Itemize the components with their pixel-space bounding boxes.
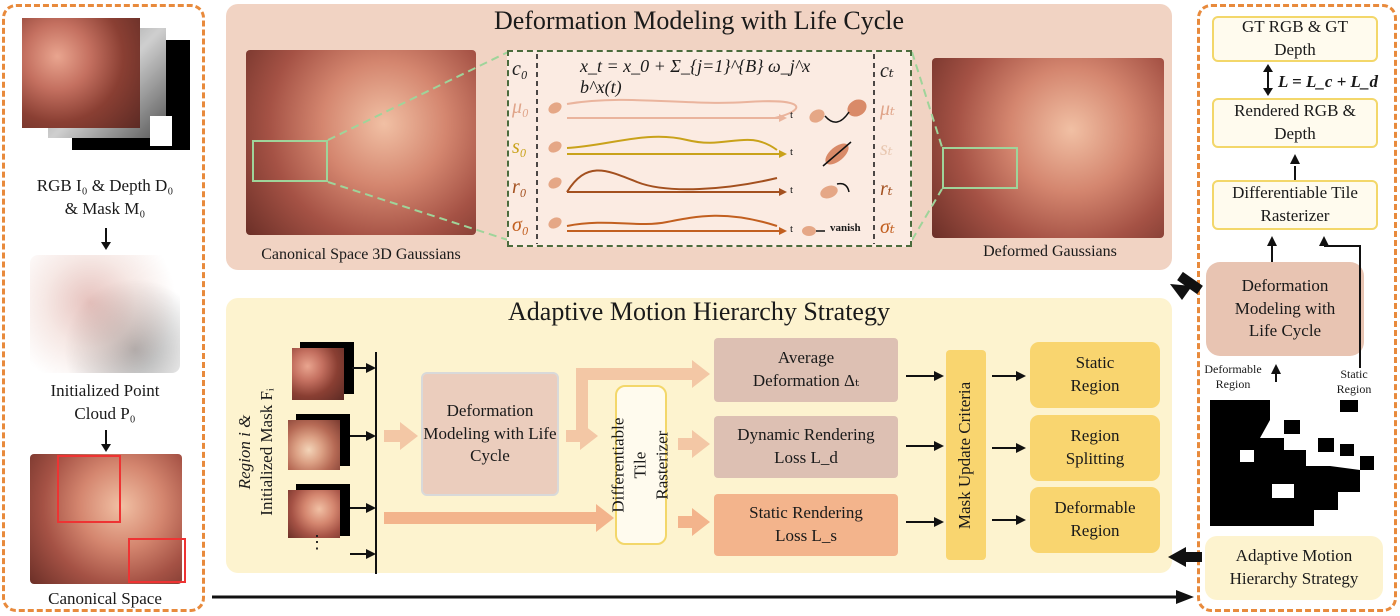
bottom-deformation-box: Deformation Modeling with Life Cycle <box>421 372 559 496</box>
deformable-region-label: Deformable Region <box>1204 362 1262 391</box>
time-label-3: t <box>790 184 794 196</box>
gt-box: GT RGB & GT Depth <box>1212 16 1378 62</box>
left-param-r: r₀ <box>512 176 527 198</box>
region-thumb-1 <box>292 348 344 400</box>
bottom-rasterizer-box: Differentiable Tile Rasterizer <box>609 385 672 545</box>
avg-deformation-box: Average Deformation Δₜ <box>714 338 898 402</box>
ellipsis: ⋮ <box>308 532 326 552</box>
time-label-4: t <box>790 223 794 235</box>
region-splitting-box: Region Splitting <box>1030 415 1160 481</box>
life-cycle-diagram <box>536 54 875 244</box>
rasterizer-box: Differentiable Tile Rasterizer <box>1212 180 1378 230</box>
canonical-zoom-box <box>252 140 328 182</box>
region-highlight-2 <box>128 538 186 583</box>
right-param-mu: μₜ <box>880 98 895 120</box>
right-param-sigma: σₜ <box>880 216 895 238</box>
right-param-s: sₜ <box>880 138 893 160</box>
deformation-title: Deformation Modeling with Life Cycle <box>493 6 905 35</box>
pointcloud-caption-2: Cloud P₀ <box>74 404 136 423</box>
right-pipeline-panel <box>1197 4 1397 612</box>
vanish-label: vanish <box>830 222 861 234</box>
amhs-box: Adaptive Motion Hierarchy Strategy <box>1205 536 1383 600</box>
left-param-c: c₀ <box>512 58 528 80</box>
left-param-s: s₀ <box>512 136 527 158</box>
canonical-gaussians-caption: Canonical Space 3D Gaussians <box>261 246 461 263</box>
canonical-space-image <box>30 454 182 584</box>
loss-equation: L = L_c + L_d <box>1278 72 1378 91</box>
left-input-panel <box>2 4 205 612</box>
canonical-gaussians-image <box>246 50 476 235</box>
deformed-zoom-box <box>942 147 1018 189</box>
rgb-frame <box>22 18 140 128</box>
deformed-gaussians-caption: Deformed Gaussians <box>983 243 1117 260</box>
left-param-mu: μ₀ <box>512 96 529 118</box>
region-thumb-2 <box>288 420 340 470</box>
rendered-box: Rendered RGB & Depth <box>1212 98 1378 148</box>
binary-mask <box>1210 400 1380 526</box>
amhs-title: Adaptive Motion Hierarchy Strategy <box>508 297 890 326</box>
lifecycle-equation: x_t = x_0 + Σ_{j=1}^{B} ω_j^x b^x(t) <box>580 56 840 98</box>
point-cloud <box>30 255 180 373</box>
deformable-region-box: Deformable Region <box>1030 487 1160 553</box>
static-region-label: Static Region <box>1336 367 1372 396</box>
static-loss-box: Static Rendering Loss L_s <box>714 494 898 556</box>
arrow-down-1 <box>101 228 111 250</box>
arrow-down-2 <box>101 430 111 452</box>
rgb-caption-1: RGB I₀ & Depth D₀ <box>36 176 174 195</box>
left-param-sigma: σ₀ <box>512 214 529 236</box>
right-param-c: cₜ <box>880 60 894 82</box>
region-highlight-1 <box>57 455 121 523</box>
mask-update-box: Mask Update Criteria <box>946 350 986 560</box>
right-deformation-box: Deformation Modeling with Life Cycle <box>1206 262 1364 356</box>
pointcloud-caption-1: Initialized Point <box>50 381 160 400</box>
canonical-space-caption: Canonical Space <box>48 589 162 608</box>
rgb-caption-2: & Mask M₀ <box>64 199 146 218</box>
time-label-2: t <box>790 146 794 158</box>
dynamic-loss-box: Dynamic Rendering Loss L_d <box>714 416 898 478</box>
equation-text: x_t = x_0 + Σ_{j=1}^{B} ω_j^x b^x(t) <box>580 56 811 97</box>
mask-white-patch <box>150 116 172 146</box>
region-thumb-3 <box>288 490 340 538</box>
time-label-1: t <box>790 109 794 121</box>
right-param-r: rₜ <box>880 178 893 200</box>
static-region-box: Static Region <box>1030 342 1160 408</box>
